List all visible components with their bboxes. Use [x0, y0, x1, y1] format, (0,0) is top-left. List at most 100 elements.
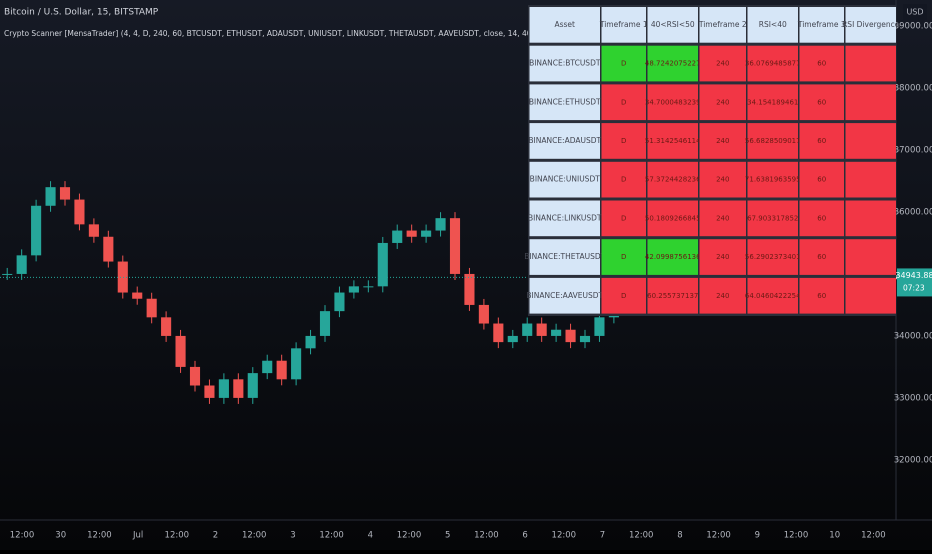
cell-text: BINANCE:AAVEUSDT: [526, 291, 603, 300]
candle: [262, 360, 273, 374]
cell-text: 34.154189461: [747, 98, 798, 106]
table-cell: [845, 123, 896, 159]
table-cell: [529, 123, 600, 159]
table-cell: [845, 84, 896, 121]
candle: [88, 224, 99, 237]
table-cell: [647, 239, 698, 275]
header-text: Timeframe 3: [797, 20, 846, 29]
table-cell: [699, 200, 746, 237]
candle: [161, 317, 172, 336]
cell-text: 67.903317852: [747, 214, 798, 222]
cell-text: 60: [817, 214, 826, 222]
header-text: 40<RSI<50: [651, 20, 695, 29]
candle: [565, 329, 576, 343]
table-cell: [699, 84, 746, 121]
candle: [45, 187, 56, 206]
time-tick-label: 12:00: [10, 531, 35, 541]
price-tag-label: 34943.88: [895, 271, 932, 280]
table-cell: [601, 84, 646, 121]
table-cell: [845, 277, 896, 314]
cell-text: D: [621, 176, 626, 184]
table-cell: [799, 239, 844, 275]
time-tick-label: 12:00: [784, 531, 809, 541]
price-tick-label: 37000.00: [894, 145, 932, 155]
currency-label: USD: [906, 8, 923, 17]
cell-text: 60: [817, 176, 826, 184]
candle: [74, 199, 85, 225]
candle: [392, 230, 403, 243]
cell-text: 60: [817, 292, 826, 300]
table-cell: [529, 84, 600, 121]
candle: [305, 335, 316, 349]
cell-text: 240: [716, 137, 729, 145]
candle: [2, 273, 13, 275]
table-cell: [845, 161, 896, 198]
header-text: Asset: [554, 20, 575, 29]
table-cell: [699, 45, 746, 82]
time-tick-label: 12:00: [87, 531, 112, 541]
table-cell: [529, 45, 600, 82]
table-cell: [747, 277, 798, 314]
table-cell: [699, 123, 746, 159]
candle: [348, 286, 359, 293]
header-text: Timeframe 2: [698, 20, 747, 29]
table-cell: [529, 239, 600, 275]
cell-text: 60: [817, 137, 826, 145]
table-cell: [799, 161, 844, 198]
time-tick-label: 12:00: [397, 531, 422, 541]
cell-text: D: [621, 98, 626, 106]
price-tick-label: 32000.00: [894, 455, 932, 465]
table-cell: [799, 123, 844, 159]
candle: [435, 218, 446, 231]
price-tick-label: 36000.00: [894, 207, 932, 217]
cell-text: 240: [716, 292, 729, 300]
candle: [31, 205, 42, 256]
cell-text: D: [621, 292, 626, 300]
table-cell: [845, 200, 896, 237]
cell-text: 56.2902373401: [745, 253, 801, 261]
candle: [406, 230, 417, 237]
table-cell: [747, 200, 798, 237]
cell-text: D: [621, 214, 626, 222]
table-cell: [799, 200, 844, 237]
candle: [189, 366, 201, 386]
candle: [594, 317, 605, 336]
time-tick-label: 9: [755, 531, 760, 541]
cell-text: 60: [817, 98, 826, 106]
symbol-title: Bitcoin / U.S. Dollar, 15, BITSTAMP: [4, 8, 159, 18]
cell-text: 71.6381963595: [745, 176, 801, 184]
cell-text: 240: [716, 176, 729, 184]
header-text: RSI Divergence: [842, 20, 900, 29]
candle: [536, 323, 547, 336]
candle: [493, 323, 504, 343]
table-cell: [647, 45, 698, 82]
header-cell: [699, 7, 746, 43]
time-tick-label: 6: [522, 531, 527, 541]
cell-text: 56.6828509017: [745, 137, 801, 145]
candle: [363, 286, 374, 288]
header-text: Timeframe 1: [599, 20, 648, 29]
cell-text: D: [621, 137, 626, 145]
price-tick-label: 38000.00: [894, 84, 932, 94]
indicator-title: Crypto Scanner [MensaTrader] (4, 4, D, 2…: [4, 29, 620, 38]
candle: [247, 373, 258, 398]
header-text: RSI<40: [759, 20, 787, 29]
currency-box: [903, 4, 927, 20]
table-cell: [601, 45, 646, 82]
table-cell: [601, 161, 646, 198]
candle: [103, 236, 114, 262]
candle: [334, 292, 345, 312]
price-tag: [897, 268, 932, 297]
cell-text: 34.7000483239: [645, 98, 701, 106]
cell-text: 64.0460422254: [745, 292, 801, 300]
cell-text: 36.0769485877: [745, 60, 801, 68]
candle: [464, 273, 475, 305]
cell-text: D: [621, 253, 626, 261]
cell-text: 60: [817, 60, 826, 68]
candle: [522, 323, 533, 336]
candle: [319, 311, 331, 336]
cell-text: BINANCE:LINKUSDT: [528, 213, 602, 222]
time-tick-label: 5: [445, 531, 450, 541]
